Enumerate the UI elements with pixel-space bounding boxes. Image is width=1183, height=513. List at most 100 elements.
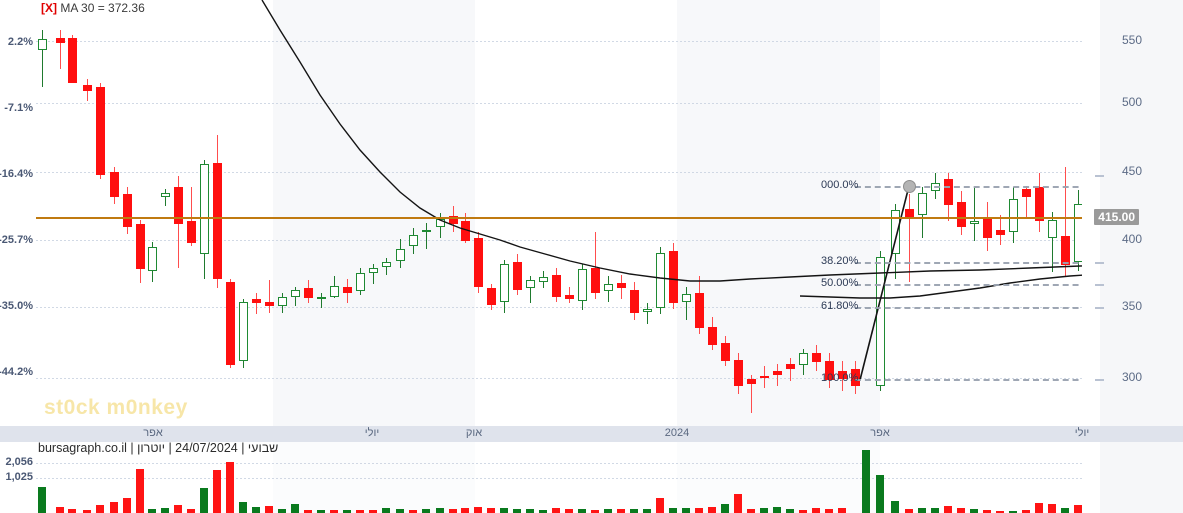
candlestick: [95, 83, 105, 179]
candle-body: [995, 229, 1005, 236]
candle-body: [590, 267, 600, 293]
candle-body: [798, 352, 808, 366]
volume-plot-area[interactable]: [36, 442, 1082, 513]
candle-body: [473, 237, 483, 288]
candle-wick: [685, 287, 687, 320]
candlestick: [943, 173, 953, 222]
candlestick: [82, 79, 92, 101]
candlestick: [1073, 189, 1082, 271]
candlestick: [277, 292, 287, 314]
candle-wick: [164, 188, 166, 207]
candlestick: [668, 243, 678, 309]
candle-body: [82, 84, 92, 92]
x-axis-label: 2024: [664, 427, 690, 439]
candlestick: [486, 284, 496, 311]
axis-ticklet: [1095, 262, 1104, 264]
candle-body: [368, 267, 378, 274]
candle-body: [707, 326, 717, 345]
candlestick: [577, 263, 587, 311]
candlestick: [785, 358, 795, 382]
close-indicator-button[interactable]: [X]: [41, 1, 57, 15]
candle-body: [277, 296, 287, 307]
volume-bar: [591, 509, 599, 513]
candle-wick: [41, 29, 43, 88]
current-price-line: [36, 217, 1082, 219]
volume-bar: [148, 508, 156, 513]
volume-bar: [876, 475, 884, 513]
candlestick: [707, 317, 717, 350]
y-axis-right-tick: 550: [1122, 33, 1143, 47]
volume-bar: [56, 506, 64, 513]
volume-axis-tick: 2,056: [5, 456, 33, 468]
candlestick: [772, 363, 782, 386]
candlestick: [603, 276, 613, 303]
candlestick: [811, 344, 821, 371]
candle-wick: [425, 222, 427, 249]
candle-body: [603, 284, 613, 292]
candlestick: [264, 280, 274, 314]
candlestick: [329, 276, 339, 298]
volume-bar: [200, 488, 208, 513]
candle-body: [109, 172, 119, 197]
price-plot-area[interactable]: st0ck m0nkey: [36, 0, 1082, 426]
candle-body: [837, 370, 847, 379]
candlestick: [368, 263, 378, 285]
volume-panel: [0, 442, 1183, 513]
candle-body: [811, 352, 821, 363]
indicator-label: MA 30 = 372.36: [60, 1, 145, 15]
candlestick: [316, 292, 326, 308]
candlestick: [759, 366, 769, 389]
candle-body: [37, 39, 47, 51]
fibonacci-level-line: [855, 284, 1082, 286]
candlestick: [995, 214, 1005, 245]
candlestick: [303, 280, 313, 304]
fibonacci-level-line: [855, 307, 1082, 309]
candle-body: [746, 378, 756, 385]
candle-wick: [294, 287, 296, 307]
volume-axis-right: [1082, 442, 1183, 513]
volume-bar: [317, 510, 325, 513]
gridline: [36, 240, 1082, 241]
volume-bar: [474, 507, 482, 513]
candlestick: [590, 232, 600, 300]
background-band: [475, 0, 677, 426]
candle-body: [160, 192, 170, 197]
candle-body: [824, 360, 834, 381]
volume-bar: [812, 508, 820, 513]
candle-body: [551, 274, 561, 297]
watermark: st0ck m0nkey: [44, 396, 188, 419]
candle-body: [251, 299, 261, 304]
candlestick: [1060, 166, 1070, 277]
candlestick: [435, 213, 445, 238]
candle-body: [943, 178, 953, 205]
y-axis-left-tick: -35.0%: [0, 300, 33, 312]
candle-body: [733, 359, 743, 386]
fibonacci-level-line: [855, 186, 1082, 188]
volume-bar: [38, 487, 46, 513]
volume-bar: [760, 507, 768, 513]
price-tag-connector: [1064, 217, 1082, 219]
candle-body: [290, 289, 300, 297]
volume-bar: [369, 510, 377, 513]
volume-bar: [695, 507, 703, 513]
candle-wick: [750, 374, 752, 413]
y-axis-left-tick: 2.2%: [7, 36, 33, 48]
volume-bar: [110, 502, 118, 513]
fibonacci-level-label: 100.0%: [821, 372, 859, 384]
x-axis-label: אפר: [143, 427, 163, 439]
fibonacci-level-label: 38.20%: [821, 255, 859, 267]
candle-body: [577, 269, 587, 301]
candle-wick: [646, 303, 648, 324]
volume-bar: [252, 506, 260, 513]
volume-bar: [304, 509, 312, 513]
candle-body: [850, 369, 860, 386]
x-axis-label: יולי: [364, 427, 380, 439]
fibonacci-anchor-handle[interactable]: [903, 180, 916, 193]
volume-bar: [123, 498, 131, 513]
volume-bar: [382, 508, 390, 513]
candle-body: [681, 293, 691, 303]
candle-body: [316, 296, 326, 300]
volume-axis-left: [0, 442, 36, 513]
candle-wick: [385, 258, 387, 275]
volume-bar: [68, 509, 76, 513]
